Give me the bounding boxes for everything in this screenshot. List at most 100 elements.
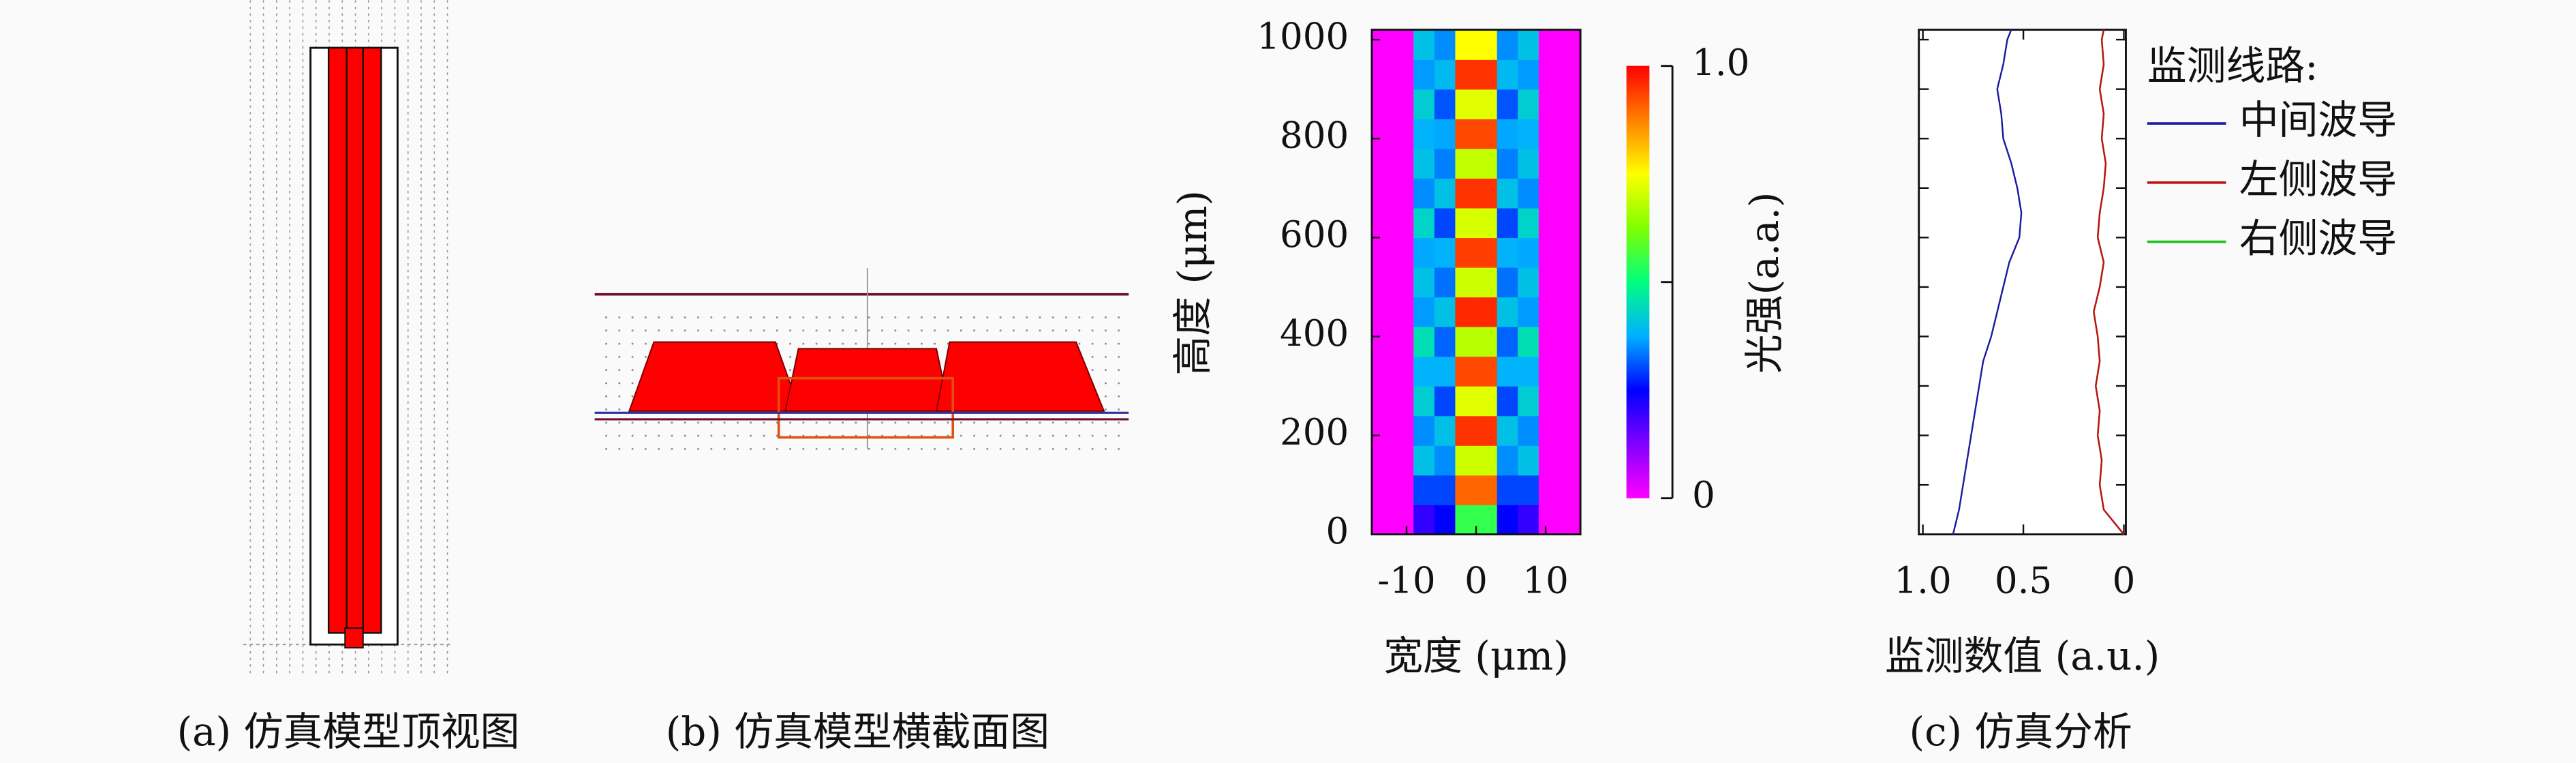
heatmap-cell: [1434, 207, 1456, 239]
heatmap-cell: [1434, 59, 1456, 90]
x-tick-label: 0.5: [1995, 560, 2052, 602]
right-waveguide: [935, 341, 1105, 412]
heatmap-cell: [1559, 207, 1581, 239]
heatmap-cell: [1392, 29, 1414, 60]
heatmap-cell: [1413, 326, 1435, 357]
heatmap-cell: [1476, 326, 1498, 357]
heatmap-cell: [1518, 505, 1539, 535]
heatmap-cell: [1371, 207, 1394, 239]
colorbar-label: 光强(a.a.): [1741, 192, 1788, 374]
heatmap-cell: [1455, 178, 1477, 209]
heatmap-cell: [1497, 207, 1518, 239]
heatmap-cell: [1518, 207, 1539, 239]
heatmap-cell: [1455, 297, 1477, 327]
heatmap-cell: [1497, 326, 1518, 357]
heatmap-cell: [1413, 297, 1435, 327]
heatmap-cell: [1518, 415, 1539, 446]
heatmap-cell: [1476, 59, 1498, 90]
heatmap-cell: [1538, 445, 1561, 476]
x-axis-label: 监测数值 (a.u.): [1885, 633, 2160, 679]
heatmap-cell: [1538, 207, 1561, 239]
heatmap-cell: [1392, 89, 1414, 119]
heatmap-cell: [1497, 475, 1518, 505]
heatmap-cell: [1455, 445, 1477, 476]
y-tick-label: 800: [1280, 115, 1349, 157]
heatmap-cell: [1455, 267, 1477, 298]
heatmap-cell: [1434, 415, 1456, 446]
series-line: [1952, 29, 2023, 535]
legend-label: 中间波导: [2239, 97, 2397, 143]
heatmap-cell: [1559, 148, 1581, 179]
heatmap-cell: [1392, 178, 1414, 209]
heatmap-cell: [1455, 475, 1477, 505]
heatmap-cell: [1559, 119, 1581, 149]
source-region: [777, 376, 955, 439]
heatmap-cell: [1538, 119, 1561, 149]
heatmap-cell: [1413, 59, 1435, 90]
heatmap-cell: [1559, 237, 1581, 268]
x-tick-label: 1.0: [1894, 560, 1951, 602]
heatmap-cell: [1434, 89, 1456, 119]
caption: (c) 仿真分析: [1910, 708, 2132, 755]
heatmap-cell: [1413, 237, 1435, 268]
heatmap-cell: [1538, 178, 1561, 209]
heatmap-cell: [1497, 148, 1518, 179]
heatmap-cell: [1413, 89, 1435, 119]
heatmap-cell: [1497, 267, 1518, 298]
heatmap-cell: [1559, 445, 1581, 476]
heatmap-cell: [1538, 297, 1561, 327]
legend-label: 右侧波导: [2239, 215, 2397, 262]
heatmap-cell: [1476, 297, 1498, 327]
heatmap-cell: [1455, 89, 1477, 119]
heatmap-cell: [1413, 445, 1435, 476]
heatmap-cell: [1538, 415, 1561, 446]
heatmap-cell: [1392, 386, 1414, 417]
heatmap-cell: [1497, 505, 1518, 535]
heatmap-cell: [1434, 445, 1456, 476]
heatmap-cell: [1497, 356, 1518, 387]
heatmap-cell: [1559, 386, 1581, 417]
heatmap-cell: [1371, 297, 1394, 327]
heatmap-cell: [1371, 59, 1394, 90]
heatmap-cell: [1559, 89, 1581, 119]
heatmap-cell: [1413, 267, 1435, 298]
heatmap-cell: [1476, 178, 1498, 209]
heatmap-cell: [1559, 356, 1581, 387]
heatmap-cell: [1476, 148, 1498, 179]
heatmap-cell: [1371, 237, 1394, 268]
heatmap-cell: [1413, 148, 1435, 179]
heatmap-cell: [1455, 29, 1477, 60]
heatmap-cell: [1413, 415, 1435, 446]
heatmap-cell: [1497, 89, 1518, 119]
heatmap-cell: [1497, 59, 1518, 90]
heatmap-cell: [1518, 237, 1539, 268]
heatmap-cell: [1518, 29, 1539, 60]
heatmap-cell: [1518, 297, 1539, 327]
heatmap-cell: [1559, 267, 1581, 298]
heatmap-cell: [1455, 386, 1477, 417]
heatmap-cell: [1392, 505, 1414, 535]
x-tick-label: -10: [1377, 560, 1435, 602]
heatmap-cell: [1476, 505, 1498, 535]
heatmap-cell: [1476, 89, 1498, 119]
input-port: [344, 627, 364, 648]
heatmap-cell: [1371, 148, 1394, 179]
heatmap-cell: [1434, 475, 1456, 505]
heatmap-cell: [1538, 386, 1561, 417]
heatmap-cell: [1497, 119, 1518, 149]
heatmap-cell: [1497, 237, 1518, 268]
heatmap-cell: [1538, 29, 1561, 60]
heatmap-cell: [1476, 267, 1498, 298]
heatmap-cell: [1434, 29, 1456, 60]
heatmap-cell: [1518, 178, 1539, 209]
heatmap-cell: [1434, 119, 1456, 149]
heatmap-cell: [1413, 178, 1435, 209]
heatmap-cell: [1518, 119, 1539, 149]
cross-section-schematic: [594, 268, 1129, 454]
heatmap-cell: [1518, 326, 1539, 357]
heatmap-cell: [1392, 59, 1414, 90]
heatmap-cell: [1455, 326, 1477, 357]
heatmap-cell: [1497, 178, 1518, 209]
heatmap-cell: [1518, 386, 1539, 417]
colorbar: [1626, 65, 1650, 498]
